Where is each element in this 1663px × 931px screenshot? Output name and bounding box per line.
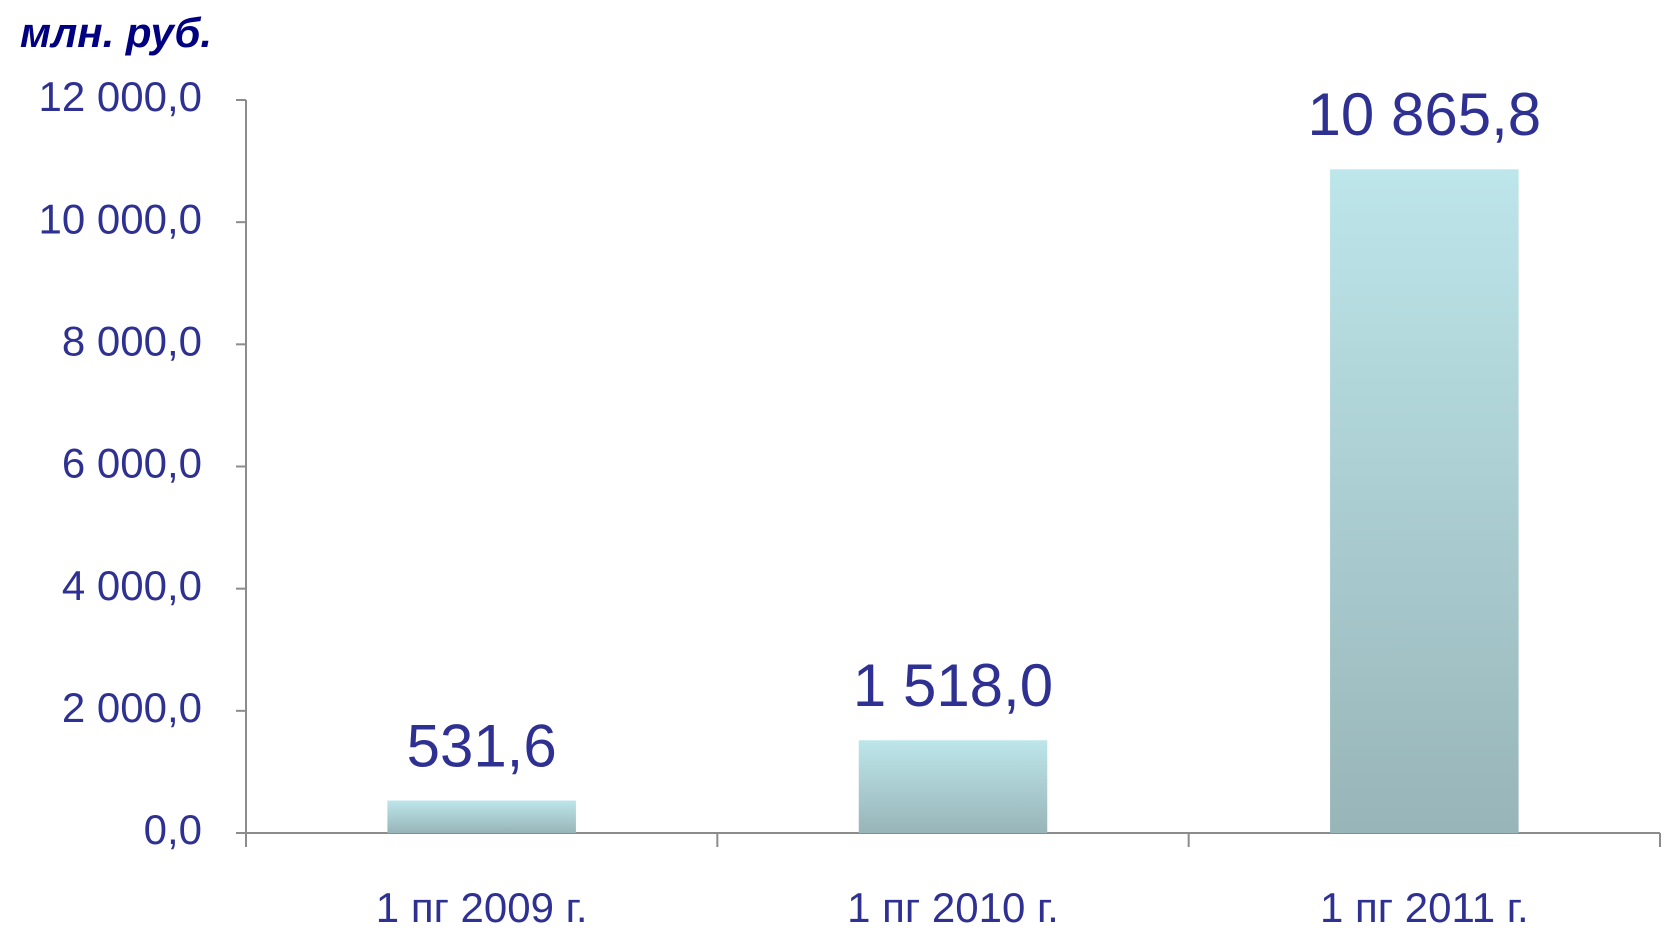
x-tick-label: 1 пг 2011 г. <box>1320 884 1529 931</box>
value-label: 10 865,8 <box>1308 81 1542 148</box>
bar <box>387 800 576 833</box>
x-tick-label: 1 пг 2009 г. <box>376 884 588 931</box>
value-label: 1 518,0 <box>853 652 1053 719</box>
chart-title: млн. руб. <box>20 9 212 56</box>
y-tick-label: 4 000,0 <box>62 562 202 609</box>
y-tick-label: 6 000,0 <box>62 440 202 487</box>
y-tick-label: 8 000,0 <box>62 317 202 364</box>
bar <box>858 740 1048 833</box>
bar <box>1330 169 1519 834</box>
value-label: 531,6 <box>407 712 557 779</box>
y-tick-label: 10 000,0 <box>39 195 203 242</box>
y-tick-label: 12 000,0 <box>39 73 203 120</box>
y-tick-label: 0,0 <box>144 806 202 853</box>
x-tick-label: 1 пг 2010 г. <box>847 884 1059 931</box>
y-tick-label: 2 000,0 <box>62 684 202 731</box>
